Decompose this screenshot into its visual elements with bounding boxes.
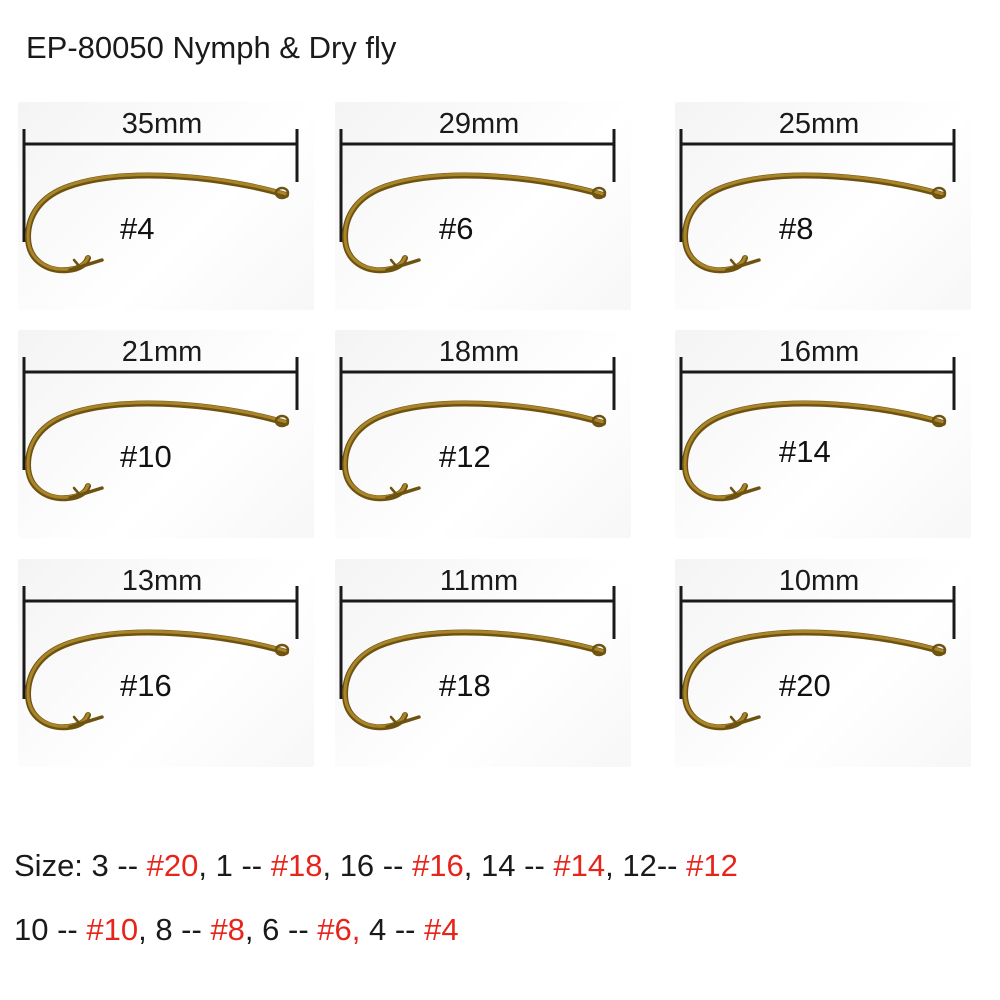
hook-length-label: 16mm (778, 336, 860, 368)
hook-illustration (339, 129, 616, 274)
size-text: Size: 3 -- (14, 848, 147, 883)
hook-size-label: #20 (779, 668, 831, 703)
size-text: , 12-- (605, 848, 687, 883)
size-code-highlight: #4 (424, 912, 459, 947)
size-conversion-line-1: Size: 3 -- #20, 1 -- #18, 16 -- #16, 14 … (14, 848, 738, 884)
hook-illustration (339, 586, 616, 731)
hook-photo-background (335, 102, 631, 310)
size-text: , 8 -- (138, 912, 211, 947)
hook-point (385, 715, 421, 729)
hook-eye (591, 186, 607, 200)
hook-card: 25mm #8 (667, 94, 977, 316)
hook-card: 35mm #4 (10, 94, 320, 316)
hook-card: 10mm #20 (667, 551, 977, 773)
hook-point (385, 258, 421, 272)
hook-length-label: 21mm (121, 336, 203, 368)
hook-photo-background (675, 330, 971, 538)
hook-photo-background (675, 559, 971, 767)
hook-card: 13mm #16 (10, 551, 320, 773)
hook-card: 16mm #14 (667, 322, 977, 544)
hook-eye (274, 643, 290, 657)
hook-length-label: 11mm (439, 565, 519, 597)
hook-eye (931, 414, 947, 428)
hook-shank (24, 172, 289, 274)
hook-photo-background (335, 330, 631, 538)
hook-shank (341, 172, 606, 274)
hook-length-label: 13mm (121, 565, 203, 597)
hook-point (68, 715, 104, 729)
hook-barb (72, 258, 82, 269)
hook-illustration (679, 129, 956, 274)
hook-length-label: 18mm (438, 336, 520, 368)
hook-point (68, 486, 104, 500)
hook-illustration (679, 586, 956, 731)
hook-barb (729, 258, 739, 269)
hook-photo-background (18, 102, 314, 310)
size-code-highlight: #14 (553, 848, 606, 883)
hook-eye (931, 643, 947, 657)
hook-eye (274, 186, 290, 200)
hook-length-label: 29mm (438, 108, 520, 140)
size-conversion-line-2: 10 -- #10, 8 -- #8, 6 -- #6, 4 -- #4 (14, 912, 459, 948)
hook-length-label: 25mm (778, 108, 860, 140)
hook-size-label: #10 (120, 439, 172, 474)
hook-size-label: #12 (439, 439, 491, 474)
hook-point (385, 486, 421, 500)
hook-size-label: #14 (779, 434, 831, 469)
size-text: , 1 -- (198, 848, 271, 883)
hook-photo-background (335, 559, 631, 767)
hook-point (68, 258, 104, 272)
hook-barb (729, 486, 739, 497)
hook-eye (591, 414, 607, 428)
size-code-highlight: #8 (210, 912, 245, 947)
hook-barb (389, 258, 399, 269)
hook-size-label: #18 (439, 668, 491, 703)
hook-grid: 35mm #4 29mm #6 25mm #8 21mm #10 18mm #12 16mm #14 1… (10, 94, 977, 773)
hook-point (725, 258, 761, 272)
hook-length-label: 10mm (778, 565, 860, 597)
hook-barb (72, 715, 82, 726)
size-code-highlight: #6, (317, 912, 361, 947)
hook-eye (931, 186, 947, 200)
hook-size-label: #8 (779, 211, 814, 246)
hook-illustration (679, 357, 956, 502)
hook-size-label: #16 (120, 668, 172, 703)
hook-eye (274, 414, 290, 428)
hook-size-label: #4 (120, 211, 155, 246)
size-text: , 6 -- (244, 912, 318, 947)
size-code-highlight: #10 (86, 912, 139, 947)
hook-illustration (339, 357, 616, 502)
hook-barb (389, 486, 399, 497)
hook-barb (729, 715, 739, 726)
hook-photo-background (18, 330, 314, 538)
hook-photo-background (675, 102, 971, 310)
page-title: EP-80050 Nymph & Dry fly (26, 30, 397, 65)
size-text: 10 -- (14, 912, 87, 947)
hook-illustration (22, 357, 299, 502)
size-code-highlight: #18 (270, 848, 323, 883)
hook-barb (72, 486, 82, 497)
hook-card: 21mm #10 (10, 322, 320, 544)
hook-point (725, 715, 761, 729)
hook-size-label: #6 (439, 211, 474, 246)
hook-card: 18mm #12 (327, 322, 637, 544)
hook-barb (389, 715, 399, 726)
hook-photo-background (18, 559, 314, 767)
hook-card: 11mm #18 (327, 551, 637, 773)
hook-eye (591, 643, 607, 657)
hook-illustration (22, 129, 299, 274)
hook-illustration (22, 586, 299, 731)
size-text: 4 -- (360, 912, 425, 947)
size-code-highlight: #12 (686, 848, 738, 883)
hook-length-label: 35mm (121, 108, 203, 140)
hook-point (725, 486, 761, 500)
hook-shank (681, 172, 946, 274)
size-text: , 14 -- (463, 848, 554, 883)
size-code-highlight: #16 (412, 848, 464, 883)
size-code-highlight: #20 (146, 848, 199, 883)
hook-card: 29mm #6 (327, 94, 637, 316)
size-text: , 16 -- (322, 848, 413, 883)
